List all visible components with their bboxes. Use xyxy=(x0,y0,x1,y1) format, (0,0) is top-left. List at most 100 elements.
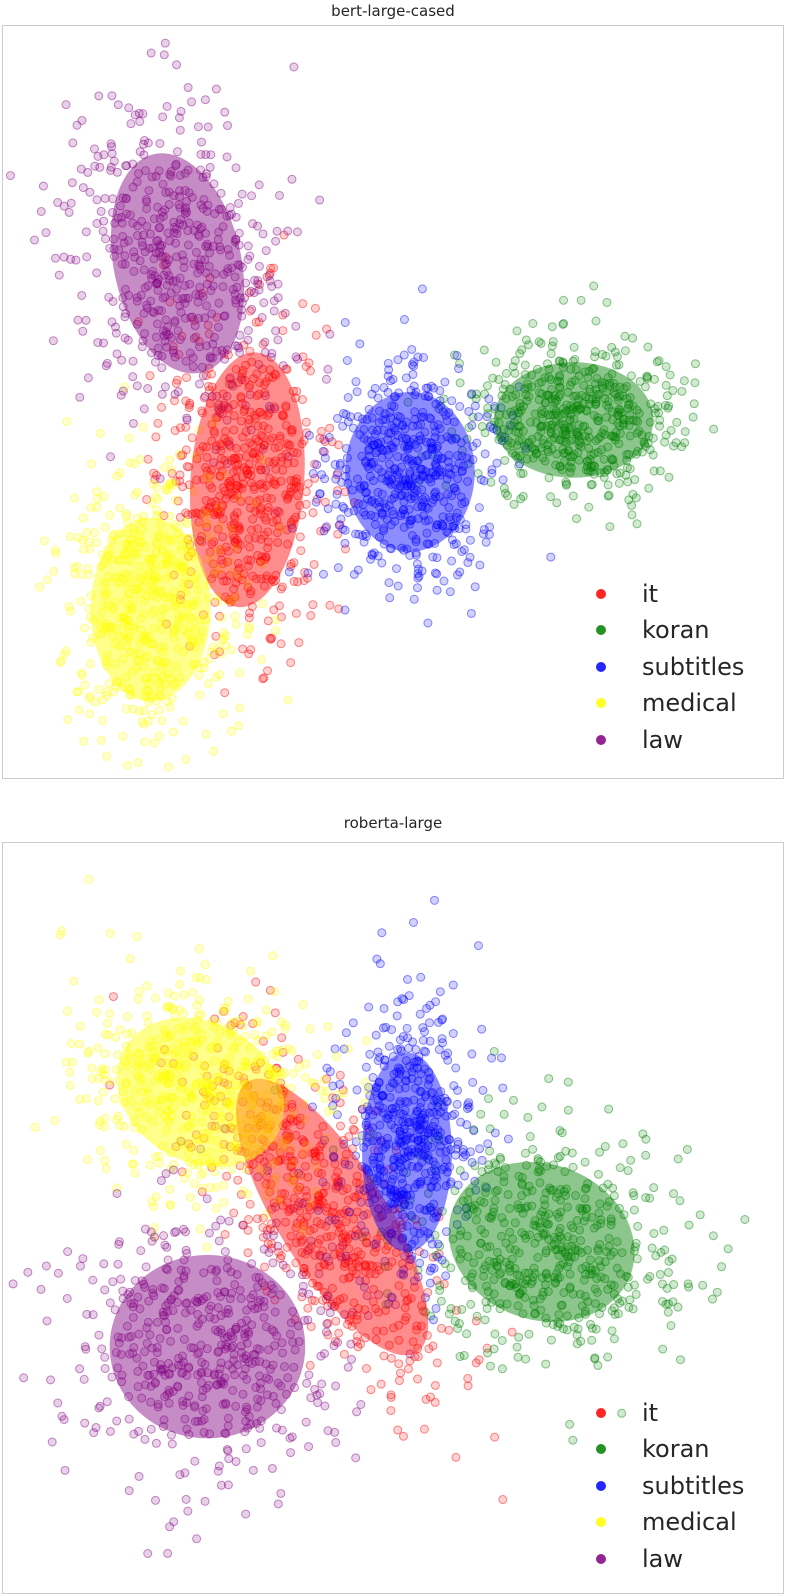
point-subtitles xyxy=(352,1085,362,1095)
point-subtitles xyxy=(394,467,404,477)
point-it xyxy=(349,498,359,508)
point-it xyxy=(245,346,255,356)
point-subtitles xyxy=(340,525,350,535)
scatter-panel-roberta: roberta-large it koran subtitles medical… xyxy=(0,812,786,1595)
point-koran xyxy=(629,1191,639,1201)
point-it xyxy=(289,558,299,568)
point-medical xyxy=(68,1057,78,1067)
point-law xyxy=(172,147,182,157)
point-koran xyxy=(664,1256,674,1266)
point-subtitles xyxy=(321,522,331,532)
point-it xyxy=(218,532,228,542)
point-koran xyxy=(523,383,533,393)
point-it xyxy=(211,441,221,451)
point-koran xyxy=(620,346,630,356)
point-koran xyxy=(664,1267,673,1277)
point-it xyxy=(217,555,227,565)
point-it xyxy=(257,479,267,489)
point-koran xyxy=(504,425,514,435)
point-subtitles xyxy=(448,980,458,990)
point-subtitles xyxy=(412,456,422,466)
point-medical xyxy=(147,710,157,720)
point-subtitles xyxy=(450,483,460,493)
point-koran xyxy=(514,1332,524,1342)
point-it xyxy=(278,310,288,320)
point-subtitles xyxy=(464,406,474,416)
point-koran xyxy=(611,360,621,370)
point-subtitles xyxy=(332,489,342,499)
point-koran xyxy=(568,452,578,462)
point-koran xyxy=(546,1335,556,1345)
point-it xyxy=(218,559,228,569)
point-koran xyxy=(660,437,670,447)
legend-marker-it xyxy=(596,588,606,599)
point-it xyxy=(297,439,307,449)
point-medical xyxy=(186,1192,196,1202)
point-subtitles xyxy=(424,392,434,402)
point-koran xyxy=(613,418,623,428)
point-koran xyxy=(472,1311,482,1321)
point-it xyxy=(248,449,258,459)
point-it xyxy=(379,1351,389,1361)
point-subtitles xyxy=(435,396,445,406)
point-koran xyxy=(558,420,568,430)
point-law xyxy=(161,1169,171,1179)
point-it xyxy=(215,611,225,621)
point-subtitles xyxy=(380,409,390,419)
point-law xyxy=(116,1274,126,1284)
point-subtitles xyxy=(375,959,385,969)
point-it xyxy=(191,508,201,518)
point-koran xyxy=(645,417,655,427)
point-koran xyxy=(625,431,635,441)
point-subtitles xyxy=(397,994,407,1004)
point-it xyxy=(218,500,228,510)
point-it xyxy=(236,393,246,403)
point-it xyxy=(142,494,152,504)
point-it xyxy=(275,431,285,441)
point-subtitles xyxy=(432,553,442,563)
point-koran xyxy=(611,432,621,442)
point-it xyxy=(320,497,330,507)
point-koran xyxy=(717,1262,727,1272)
point-it xyxy=(215,471,225,481)
point-subtitles xyxy=(453,1085,463,1095)
point-koran xyxy=(581,392,591,402)
point-subtitles xyxy=(429,1315,438,1325)
point-subtitles xyxy=(382,476,392,486)
point-koran xyxy=(620,331,630,341)
point-koran xyxy=(497,391,507,401)
point-it xyxy=(252,497,262,507)
point-medical xyxy=(67,1038,77,1048)
point-it xyxy=(216,545,226,555)
point-koran xyxy=(600,467,610,477)
point-koran xyxy=(586,466,596,476)
legend-item-law: law xyxy=(588,722,758,759)
point-koran xyxy=(536,443,546,453)
point-subtitles xyxy=(412,583,422,593)
point-medical xyxy=(130,1168,140,1178)
point-it xyxy=(286,425,296,435)
point-koran xyxy=(558,444,568,454)
point-medical xyxy=(79,545,89,555)
point-law xyxy=(247,191,257,201)
point-it xyxy=(238,365,248,375)
point-koran xyxy=(558,319,568,329)
point-medical xyxy=(201,974,211,984)
point-it xyxy=(265,365,275,375)
point-koran xyxy=(609,1334,619,1344)
point-koran xyxy=(641,441,651,451)
point-medical xyxy=(301,1072,311,1082)
point-koran xyxy=(650,408,660,418)
point-subtitles xyxy=(452,1099,462,1109)
point-it xyxy=(291,477,301,487)
point-law xyxy=(50,253,60,263)
point-koran xyxy=(527,442,537,452)
point-koran xyxy=(607,1306,617,1316)
point-subtitles xyxy=(375,406,385,416)
point-koran xyxy=(547,420,557,430)
point-koran xyxy=(644,431,654,441)
point-it xyxy=(413,1352,423,1362)
point-medical xyxy=(65,532,75,542)
point-it xyxy=(222,576,232,586)
point-koran xyxy=(450,1316,460,1326)
